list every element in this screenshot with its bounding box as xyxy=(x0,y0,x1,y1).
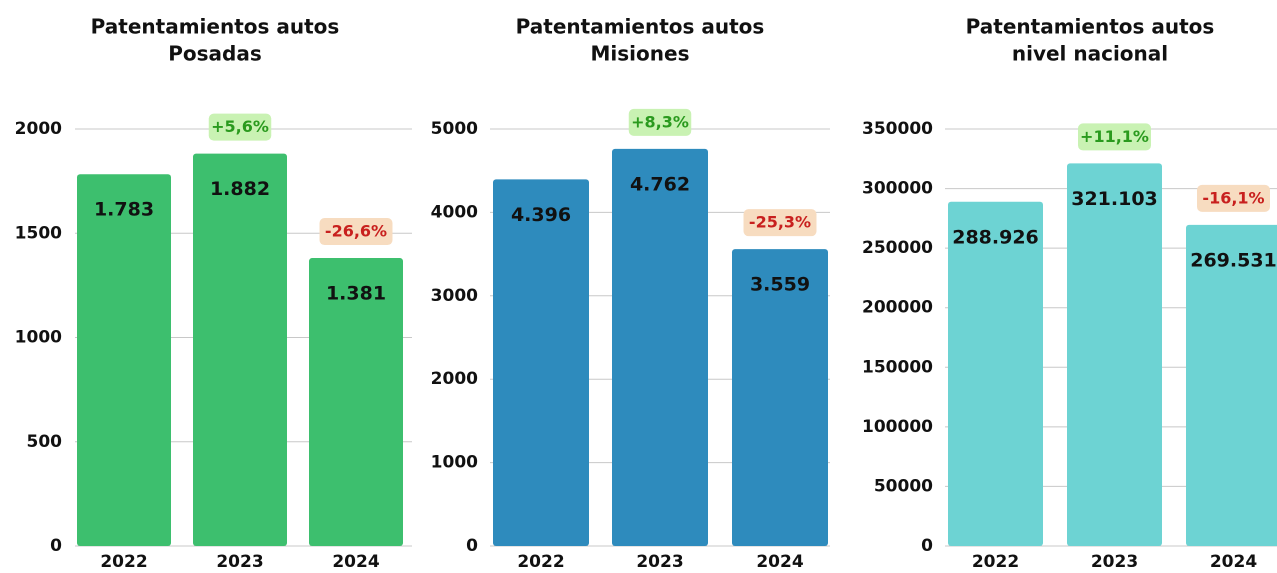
value-label: 1.882 xyxy=(210,178,270,200)
y-tick-label: 200000 xyxy=(862,298,933,318)
bar xyxy=(193,153,287,546)
bar xyxy=(309,258,403,546)
bar xyxy=(948,201,1043,546)
value-label: 4.762 xyxy=(630,173,690,195)
y-tick-label: 350000 xyxy=(862,119,933,139)
change-badge xyxy=(208,113,272,141)
y-tick-label: 100000 xyxy=(862,417,933,437)
y-tick-label: 300000 xyxy=(862,179,933,199)
y-tick-label: 1000 xyxy=(431,453,478,473)
bar xyxy=(612,148,708,547)
value-label: 321.103 xyxy=(1071,188,1158,210)
y-tick-label: 0 xyxy=(921,536,933,556)
bar xyxy=(1186,224,1277,546)
change-badge xyxy=(743,209,817,237)
chart-title: Patentamientos autos xyxy=(966,15,1215,39)
y-tick-label: 150000 xyxy=(862,357,933,377)
change-label: +11,1% xyxy=(1080,127,1149,146)
y-tick-label: 1000 xyxy=(15,328,62,348)
value-label: 4.396 xyxy=(511,204,571,226)
bar xyxy=(77,174,171,546)
value-label: 269.531 xyxy=(1190,249,1277,271)
y-tick-label: 1500 xyxy=(15,223,62,243)
change-label: -26,6% xyxy=(325,222,387,241)
value-label: 288.926 xyxy=(952,226,1039,248)
change-label: -16,1% xyxy=(1202,188,1264,207)
x-tick-label: 2023 xyxy=(636,552,683,572)
bar xyxy=(1067,163,1162,546)
bar xyxy=(732,249,828,547)
y-tick-label: 2000 xyxy=(15,119,62,139)
chart-title: Patentamientos autos xyxy=(91,15,340,39)
y-tick-label: 250000 xyxy=(862,238,933,258)
x-tick-label: 2024 xyxy=(756,552,803,572)
change-label: +8,3% xyxy=(631,112,689,131)
bar xyxy=(493,179,589,546)
y-tick-label: 5000 xyxy=(431,119,478,139)
y-tick-label: 3000 xyxy=(431,286,478,306)
y-tick-label: 2000 xyxy=(431,369,478,389)
x-tick-label: 2022 xyxy=(100,552,147,572)
y-tick-label: 4000 xyxy=(431,202,478,222)
x-tick-label: 2023 xyxy=(1091,552,1138,572)
value-label: 1.381 xyxy=(326,283,386,305)
value-label: 3.559 xyxy=(750,274,810,296)
change-label: -25,3% xyxy=(749,213,811,232)
change-badge xyxy=(319,218,393,246)
x-tick-label: 2022 xyxy=(517,552,564,572)
x-tick-label: 2023 xyxy=(216,552,263,572)
x-tick-label: 2024 xyxy=(332,552,379,572)
y-tick-label: 0 xyxy=(50,536,62,556)
change-label: +5,6% xyxy=(211,117,269,136)
change-badge xyxy=(1078,123,1151,151)
change-badge xyxy=(1197,184,1270,212)
y-tick-label: 500 xyxy=(27,432,63,452)
change-badge xyxy=(628,108,692,136)
chart-title: nivel nacional xyxy=(1012,42,1168,66)
x-tick-label: 2022 xyxy=(972,552,1019,572)
y-tick-label: 50000 xyxy=(874,476,933,496)
value-label: 1.783 xyxy=(94,199,154,221)
chart-title: Misiones xyxy=(591,42,690,66)
chart-title: Patentamientos autos xyxy=(516,15,765,39)
y-tick-label: 0 xyxy=(466,536,478,556)
chart-title: Posadas xyxy=(168,42,262,66)
x-tick-label: 2024 xyxy=(1210,552,1257,572)
